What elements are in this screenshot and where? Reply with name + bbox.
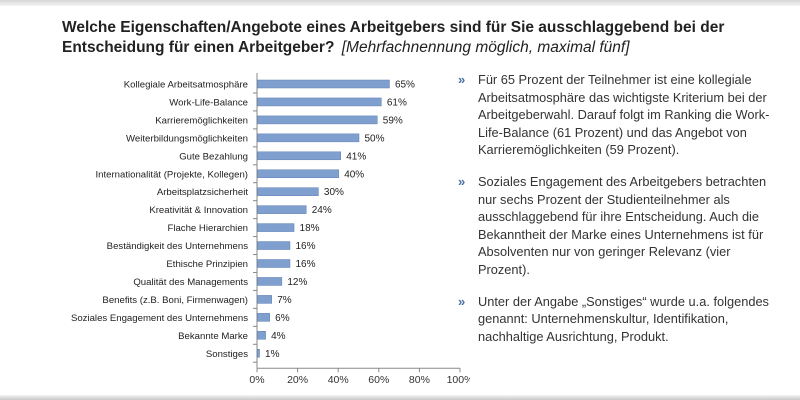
category-label: Weiterbildungsmöglichkeiten — [126, 133, 248, 144]
bar — [257, 331, 266, 340]
notes-panel: » Für 65 Prozent der Teilnehmer ist eine… — [458, 71, 778, 359]
chart-title: Welche Eigenschaften/Angebote eines Arbe… — [62, 18, 782, 58]
note-2-text: Soziales Engagement des Arbeitgebers bet… — [478, 173, 767, 277]
bar — [257, 115, 378, 125]
bar — [257, 295, 272, 304]
category-label: Qualität des Managements — [133, 277, 248, 288]
note-1: » Für 65 Prozent der Teilnehmer ist eine… — [458, 71, 778, 159]
bullet-icon: » — [458, 173, 466, 189]
data-label: 16% — [295, 259, 315, 270]
note-3: » Unter der Angabe „Sonstiges“ wurde u.a… — [458, 293, 778, 346]
bar — [257, 169, 339, 178]
category-label: Bekannte Marke — [178, 331, 248, 342]
x-tick-label: 60% — [368, 374, 389, 386]
bar — [257, 259, 291, 268]
category-label: Karrieremöglichkeiten — [155, 115, 248, 126]
category-label: Kollegiale Arbeitsatmosphäre — [124, 80, 248, 91]
x-tick-label: 0% — [249, 374, 264, 386]
x-tick-label: 40% — [328, 374, 349, 386]
data-label: 59% — [383, 115, 403, 126]
x-tick-label: 100% — [447, 374, 470, 386]
data-label: 24% — [312, 205, 332, 216]
data-label: 1% — [265, 349, 280, 360]
category-label: Beständigkeit des Unternehmens — [107, 241, 249, 252]
note-2: » Soziales Engagement des Arbeitgebers b… — [458, 173, 778, 279]
data-label: 41% — [346, 151, 366, 162]
category-label: Gute Bezahlung — [179, 151, 248, 162]
bar — [257, 313, 270, 322]
category-label: Soziales Engagement des Unternehmens — [71, 313, 248, 324]
x-tick-label: 80% — [409, 374, 430, 386]
note-1-text: Für 65 Prozent der Teilnehmer ist eine k… — [478, 72, 770, 158]
data-label: 30% — [324, 187, 344, 198]
title-subtitle: [Mehrfachnennung möglich, maximal fünf] — [341, 39, 630, 56]
category-label: Benefits (z.B. Boni, Firmenwagen) — [102, 295, 248, 306]
bottom-border — [0, 395, 800, 400]
bar — [257, 97, 382, 107]
bar — [257, 133, 360, 143]
bar — [257, 223, 295, 232]
data-label: 65% — [395, 80, 415, 91]
top-border — [0, 0, 800, 6]
data-label: 16% — [295, 241, 315, 252]
x-tick-label: 20% — [287, 374, 308, 386]
note-3-text: Unter der Angabe „Sonstiges“ wurde u.a. … — [478, 293, 769, 344]
category-label: Work-Life-Balance — [169, 97, 248, 108]
title-main: Welche Eigenschaften/Angebote eines Arbe… — [62, 19, 725, 56]
data-label: 6% — [275, 313, 290, 324]
bar — [257, 187, 319, 196]
bar — [257, 277, 283, 286]
bar-chart: 0% 20% 40% 60% 80% 100% Kollegiale Arbeitsatmo… — [71, 73, 470, 386]
data-label: 7% — [277, 295, 292, 306]
bar — [257, 79, 390, 89]
data-label: 18% — [300, 223, 320, 234]
bar — [257, 241, 291, 250]
bar — [257, 349, 260, 358]
bullet-icon: » — [458, 293, 466, 309]
bar — [257, 205, 307, 214]
data-label: 4% — [271, 331, 286, 342]
category-label: Arbeitsplatzsicherheit — [157, 187, 249, 198]
category-label: Flache Hierarchien — [167, 223, 248, 234]
bullet-icon: » — [458, 72, 466, 87]
category-label: Sonstiges — [206, 349, 248, 360]
bar — [257, 151, 341, 161]
category-label: Kreativität & Innovation — [149, 205, 248, 216]
data-label: 40% — [344, 169, 364, 180]
data-label: 61% — [387, 97, 407, 108]
data-label: 12% — [287, 277, 307, 288]
category-label: Internationalität (Projekte, Kollegen) — [95, 169, 248, 180]
data-label: 50% — [365, 133, 385, 144]
category-label: Ethische Prinzipien — [166, 259, 248, 270]
